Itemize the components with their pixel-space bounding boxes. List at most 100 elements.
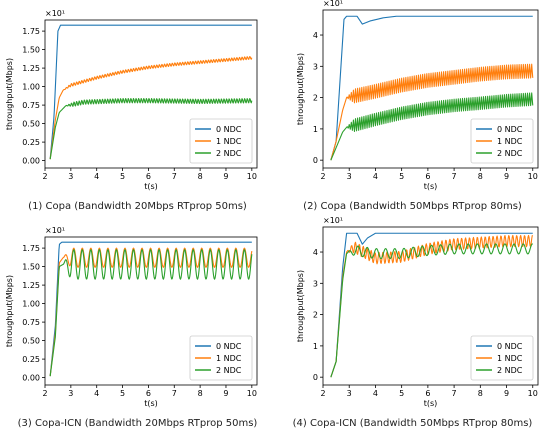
x-tick-label: 7 [452,172,457,181]
x-tick-label: 6 [146,389,151,398]
y-tick-label: 0.25 [22,355,40,364]
caption-2: (2) Copa (Bandwidth 50Mbps RTprop 80ms) [303,201,522,212]
x-tick-label: 10 [528,172,538,181]
legend-box [189,118,253,164]
x-tick-label: 9 [504,172,509,181]
x-tick-label: 8 [478,389,483,398]
x-tick-label: 6 [425,172,430,181]
x-tick-label: 7 [172,389,177,398]
y-tick-label: 3 [313,62,318,71]
y-exponent-label: ×10¹ [45,9,65,18]
y-tick-label: 1 [313,125,318,134]
x-tick-label: 2 [42,389,47,398]
y-axis-label: throughput(Mbps) [296,53,305,125]
x-tick-label: 10 [247,389,257,398]
x-tick-label: 2 [320,389,325,398]
x-tick-label: 9 [223,389,228,398]
y-tick-label: 0.00 [22,157,40,166]
y-tick-label: 0.50 [22,337,40,346]
x-tick-label: 3 [347,172,352,181]
y-tick-label: 1.75 [22,244,40,253]
legend-box [189,335,253,381]
series-line-0-ndc [330,232,533,378]
y-exponent-label: ×10¹ [45,226,65,235]
x-tick-label: 4 [94,172,99,181]
y-tick-label: 3 [313,279,318,288]
series-line-2-ndc [49,98,253,160]
y-tick-label: 0.75 [22,318,40,327]
caption-1: (1) Copa (Bandwidth 20Mbps RTprop 50ms) [28,201,247,212]
y-tick-label: 1.25 [22,64,40,73]
y-tick-label: 1.50 [22,263,40,272]
x-tick-label: 3 [68,389,73,398]
axes-frame [44,19,258,169]
y-tick-label: 2 [313,311,318,320]
legend-label: 1 NDC [497,137,523,146]
legend: 0 NDC 1 NDC 2 NDC [470,118,534,164]
series-line-1-ndc [49,55,253,160]
legend-label: 2 NDC [216,366,242,375]
y-tick-label: 1 [313,342,318,351]
y-tick-label: 1.75 [22,27,40,36]
x-axis-label: t(s) [424,399,438,408]
series-line-0-ndc [330,15,533,161]
series-line-0-ndc [49,241,252,377]
y-tick-label: 1.50 [22,46,40,55]
x-tick-label: 7 [172,172,177,181]
legend-box [470,118,534,164]
series-line-1-ndc [330,63,534,161]
x-tick-label: 6 [146,172,151,181]
chart-3: 2 3 4 5 6 7 8 9 10 0.00 0.25 0.50 0.75 1.00 1.25 1.50 1.… [5,226,258,408]
y-axis-label: throughput(Mbps) [296,270,305,342]
y-tick-label: 0.00 [22,374,40,383]
y-tick-label: 1.25 [22,281,40,290]
y-exponent-label: ×10¹ [323,0,343,8]
y-tick-label: 1.00 [22,83,40,92]
legend-label: 2 NDC [497,366,523,375]
y-tick-label: 0.25 [22,138,40,147]
y-exponent-label: ×10¹ [323,216,343,225]
y-tick-label: 4 [313,31,318,40]
x-tick-label: 5 [120,389,125,398]
legend-label: 0 NDC [216,125,242,134]
legend: 0 NDC 1 NDC 2 NDC [189,335,253,381]
x-tick-label: 8 [198,172,203,181]
legend-label: 0 NDC [216,342,242,351]
y-tick-label: 0.75 [22,101,40,110]
legend-label: 0 NDC [497,342,523,351]
legend-label: 0 NDC [497,125,523,134]
x-tick-label: 9 [223,172,228,181]
x-tick-label: 5 [120,172,125,181]
x-tick-label: 6 [425,389,430,398]
series-line-2-ndc [49,249,253,377]
y-tick-label: 0 [313,156,318,165]
legend-label: 1 NDC [216,137,242,146]
y-axis-label: throughput(Mbps) [5,58,14,130]
x-tick-label: 10 [247,172,257,181]
x-tick-label: 3 [347,389,352,398]
x-axis-label: t(s) [144,399,158,408]
y-tick-label: 0 [313,373,318,382]
x-tick-label: 8 [198,389,203,398]
x-tick-label: 4 [373,172,378,181]
x-tick-label: 4 [373,389,378,398]
axes-frame [322,9,539,169]
series-line-2-ndc [330,243,533,378]
x-axis-label: t(s) [144,182,158,191]
chart-2: 2 3 4 5 6 7 8 9 10 0 1 2 3 4 ×10¹ t(s) throughput(Mbps) 0… [296,0,539,191]
y-axis-label: throughput(Mbps) [5,275,14,347]
x-axis-label: t(s) [424,182,438,191]
legend: 0 NDC 1 NDC 2 NDC [189,118,253,164]
legend-label: 2 NDC [497,149,523,158]
x-tick-label: 3 [68,172,73,181]
x-tick-label: 10 [528,389,538,398]
legend-box [470,335,534,381]
x-tick-label: 4 [94,389,99,398]
legend-label: 2 NDC [216,149,242,158]
x-tick-label: 5 [399,172,404,181]
x-tick-label: 2 [320,172,325,181]
axes-frame [322,226,539,386]
y-tick-label: 4 [313,248,318,257]
x-tick-label: 5 [399,389,404,398]
